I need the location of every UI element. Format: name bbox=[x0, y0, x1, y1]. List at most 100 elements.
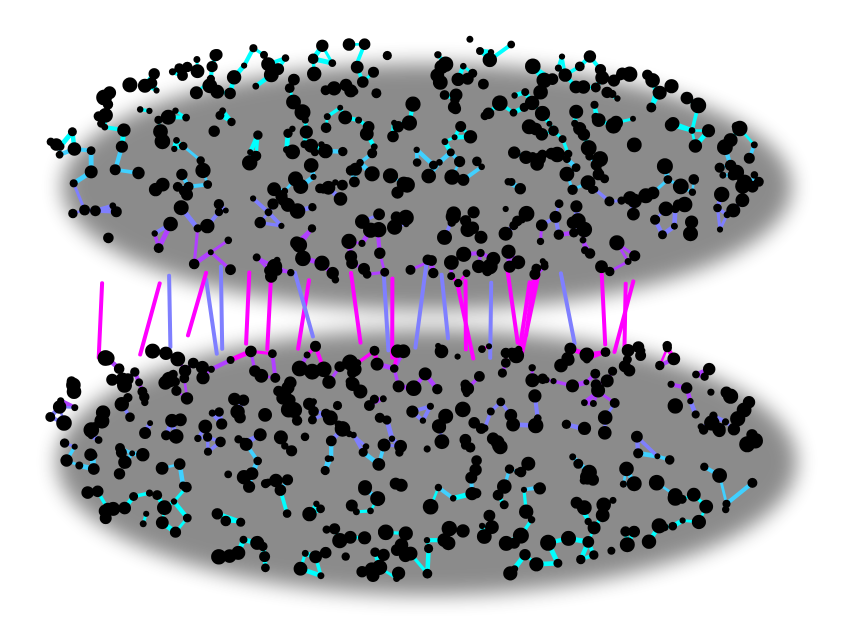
network-node bbox=[571, 163, 581, 173]
network-node bbox=[564, 149, 573, 158]
network-node bbox=[390, 344, 405, 358]
network-node bbox=[387, 130, 399, 143]
network-node bbox=[392, 121, 404, 133]
network-node bbox=[455, 121, 467, 132]
network-node bbox=[71, 443, 78, 450]
network-node bbox=[519, 504, 534, 519]
network-node bbox=[463, 130, 478, 144]
network-node bbox=[700, 462, 709, 471]
network-node bbox=[374, 247, 386, 259]
network-node bbox=[281, 54, 290, 62]
network-node bbox=[59, 438, 70, 448]
network-node bbox=[437, 56, 454, 72]
network-node bbox=[508, 146, 521, 159]
network-node bbox=[310, 148, 319, 157]
network-node bbox=[590, 82, 601, 93]
network-node bbox=[576, 500, 592, 515]
network-node bbox=[372, 458, 386, 471]
network-node bbox=[322, 525, 331, 534]
network-node bbox=[187, 357, 199, 369]
network-node bbox=[663, 175, 673, 184]
network-node bbox=[169, 369, 178, 379]
network-node bbox=[260, 50, 268, 59]
network-node bbox=[592, 151, 608, 167]
network-node bbox=[441, 138, 449, 146]
network-node bbox=[398, 526, 413, 541]
network-node bbox=[147, 420, 154, 427]
network-node bbox=[275, 190, 288, 203]
network-node bbox=[288, 171, 303, 187]
network-node bbox=[570, 200, 583, 213]
network-node bbox=[750, 171, 759, 179]
network-node bbox=[398, 209, 414, 226]
network-node bbox=[581, 464, 597, 481]
network-node bbox=[703, 362, 716, 376]
network-node bbox=[310, 340, 321, 352]
network-node bbox=[628, 525, 640, 538]
network-node bbox=[569, 104, 584, 119]
network-node bbox=[546, 120, 553, 127]
network-node bbox=[486, 407, 495, 416]
network-node bbox=[357, 76, 369, 88]
network-node bbox=[692, 370, 700, 379]
interhemispheric-edge bbox=[517, 280, 532, 352]
network-node bbox=[621, 344, 635, 357]
network-node bbox=[605, 266, 615, 277]
network-node bbox=[307, 415, 317, 425]
network-node bbox=[490, 435, 505, 450]
network-node bbox=[139, 427, 152, 439]
network-node bbox=[103, 232, 114, 244]
network-node bbox=[500, 358, 511, 368]
network-node bbox=[89, 451, 98, 460]
network-node bbox=[334, 361, 346, 373]
network-node bbox=[109, 164, 121, 176]
network-node bbox=[157, 500, 172, 516]
network-node bbox=[474, 371, 485, 382]
network-node bbox=[155, 516, 169, 530]
network-node bbox=[499, 500, 509, 510]
network-node bbox=[370, 491, 386, 507]
network-node bbox=[259, 551, 271, 563]
network-node bbox=[664, 79, 679, 94]
network-node bbox=[188, 258, 200, 270]
network-node bbox=[462, 389, 471, 398]
network-node bbox=[482, 107, 495, 120]
network-node bbox=[651, 518, 667, 534]
network-node bbox=[265, 270, 278, 283]
network-node bbox=[289, 203, 306, 219]
network-node bbox=[581, 246, 589, 255]
network-node bbox=[282, 509, 292, 518]
network-node bbox=[208, 125, 220, 137]
network-node bbox=[444, 255, 459, 270]
network-node bbox=[583, 50, 597, 63]
network-node bbox=[535, 219, 548, 232]
network-node bbox=[561, 530, 576, 546]
network-node bbox=[451, 134, 458, 141]
network-node bbox=[129, 492, 139, 501]
network-node bbox=[629, 250, 641, 262]
network-node bbox=[158, 375, 173, 390]
network-node bbox=[456, 524, 470, 538]
network-node bbox=[462, 269, 471, 278]
network-node bbox=[267, 198, 279, 210]
network-node bbox=[609, 398, 620, 408]
network-node bbox=[326, 266, 339, 280]
network-node bbox=[94, 413, 110, 429]
network-node bbox=[476, 529, 492, 544]
network-node bbox=[509, 108, 518, 117]
network-node bbox=[170, 351, 186, 367]
network-node bbox=[169, 526, 182, 538]
network-node bbox=[456, 246, 472, 262]
network-node bbox=[352, 61, 361, 70]
network-node bbox=[609, 496, 617, 504]
network-node bbox=[328, 455, 335, 462]
interhemispheric-edge bbox=[292, 270, 315, 339]
network-node bbox=[476, 248, 485, 258]
network-node bbox=[358, 262, 370, 275]
network-node bbox=[492, 489, 504, 501]
network-node bbox=[390, 544, 403, 556]
network-node bbox=[98, 108, 113, 123]
network-node bbox=[497, 368, 507, 378]
network-node bbox=[249, 365, 261, 377]
network-node bbox=[263, 67, 279, 83]
